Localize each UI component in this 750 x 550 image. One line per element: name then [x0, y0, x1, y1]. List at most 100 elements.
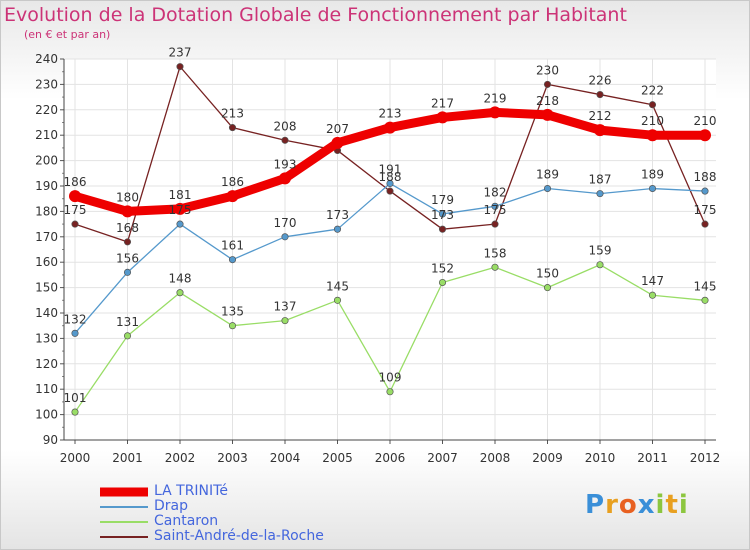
- logo-letter: x: [637, 490, 656, 520]
- data-point-drap: [438, 210, 447, 218]
- data-point-la-trinite: [646, 129, 659, 142]
- data-label-cantaron: 158: [484, 246, 507, 260]
- data-label-saint-andre-de-la-roche: 226: [589, 74, 612, 88]
- x-tick-label: 2011: [637, 451, 668, 465]
- data-label-la-trinite: 212: [589, 109, 612, 123]
- data-label-drap: 188: [694, 170, 717, 184]
- y-tick-label: 170: [35, 230, 58, 244]
- data-label-cantaron: 148: [169, 272, 192, 286]
- legend-label: Cantaron: [154, 513, 219, 529]
- data-label-cantaron: 135: [221, 305, 244, 319]
- data-label-saint-andre-de-la-roche: 208: [274, 119, 297, 133]
- x-tick-label: 2001: [112, 451, 143, 465]
- data-label-drap: 179: [431, 193, 454, 207]
- x-tick-label: 2007: [427, 451, 458, 465]
- data-label-la-trinite: 186: [64, 175, 87, 189]
- data-point-saint-andre-de-la-roche: [648, 101, 657, 109]
- data-point-drap: [71, 329, 79, 337]
- logo-letter: P: [585, 490, 606, 520]
- data-point-cantaron: [71, 408, 79, 416]
- y-tick-label: 240: [35, 52, 58, 66]
- data-point-la-trinite: [121, 205, 134, 218]
- x-tick-label: 2002: [165, 451, 196, 465]
- data-label-la-trinite: 193: [274, 157, 297, 171]
- y-tick-label: 130: [35, 331, 58, 345]
- data-point-cantaron: [123, 332, 132, 340]
- legend-label: LA TRINITé: [154, 483, 228, 499]
- data-label-drap: 191: [379, 162, 402, 176]
- y-tick-label: 140: [35, 306, 58, 320]
- data-label-saint-andre-de-la-roche: 168: [116, 221, 139, 235]
- data-point-la-trinite: [436, 111, 449, 124]
- data-point-la-trinite: [174, 202, 186, 215]
- data-point-drap: [596, 190, 604, 198]
- y-tick-label: 210: [35, 128, 58, 142]
- chart-subtitle: (en € et par an): [24, 28, 111, 41]
- data-label-saint-andre-de-la-roche: 175: [64, 203, 87, 217]
- data-point-saint-andre-de-la-roche: [281, 136, 289, 144]
- legend-swatch: [100, 487, 148, 496]
- data-point-cantaron: [491, 263, 499, 271]
- data-point-cantaron: [333, 296, 342, 304]
- proxiti-logo: Proxiti: [585, 490, 689, 520]
- x-tick-label: 2010: [585, 451, 616, 465]
- x-tick-label: 2008: [480, 451, 511, 465]
- data-point-cantaron: [648, 291, 657, 299]
- data-point-saint-andre-de-la-roche: [438, 225, 447, 233]
- data-label-saint-andre-de-la-roche: 188: [379, 170, 402, 184]
- data-label-drap: 132: [64, 312, 87, 326]
- y-tick-label: 120: [35, 357, 58, 371]
- legend-label: Saint-André-de-la-Roche: [154, 528, 324, 544]
- data-label-saint-andre-de-la-roche: 175: [484, 203, 507, 217]
- y-tick-label: 220: [35, 103, 58, 117]
- data-label-cantaron: 137: [274, 300, 297, 314]
- data-point-la-trinite: [699, 129, 711, 142]
- data-point-saint-andre-de-la-roche: [386, 187, 394, 195]
- data-label-cantaron: 147: [641, 274, 664, 288]
- data-point-la-trinite: [279, 172, 291, 185]
- data-label-drap: 173: [326, 208, 349, 222]
- data-label-cantaron: 131: [116, 315, 139, 329]
- data-point-saint-andre-de-la-roche: [228, 124, 237, 132]
- x-tick-label: 2006: [375, 451, 406, 465]
- y-tick-label: 180: [35, 204, 58, 218]
- data-label-saint-andre-de-la-roche: 237: [169, 46, 192, 60]
- logo-letter: i: [655, 490, 666, 520]
- data-label-drap: 182: [484, 185, 507, 199]
- data-label-drap: 156: [116, 251, 139, 265]
- data-point-drap: [281, 233, 289, 241]
- logo-letter: r: [605, 490, 619, 520]
- logo-letter: t: [665, 490, 679, 520]
- y-tick-label: 150: [35, 281, 58, 295]
- logo-letter: i: [678, 490, 689, 520]
- data-point-drap: [648, 184, 657, 193]
- data-point-saint-andre-de-la-roche: [176, 63, 184, 71]
- chart-title: Evolution de la Dotation Globale de Fonc…: [4, 4, 627, 26]
- data-point-drap: [123, 268, 132, 276]
- data-point-la-trinite: [541, 108, 554, 121]
- data-point-la-trinite: [384, 121, 396, 134]
- data-label-cantaron: 101: [64, 391, 87, 405]
- data-label-cantaron: 145: [694, 279, 717, 293]
- data-label-la-trinite: 186: [221, 175, 244, 189]
- data-label-cantaron: 152: [431, 262, 454, 276]
- data-point-saint-andre-de-la-roche: [71, 220, 79, 228]
- data-point-la-trinite: [331, 136, 344, 149]
- data-point-saint-andre-de-la-roche: [123, 238, 132, 246]
- data-label-drap: 187: [589, 173, 612, 187]
- data-label-la-trinite: 181: [169, 188, 192, 202]
- data-label-drap: 170: [274, 216, 297, 230]
- data-point-saint-andre-de-la-roche: [543, 80, 552, 88]
- data-label-la-trinite: 210: [694, 114, 717, 128]
- data-point-drap: [176, 220, 184, 228]
- data-point-drap: [543, 184, 552, 193]
- legend-swatch: [100, 520, 148, 523]
- data-label-la-trinite: 213: [379, 107, 402, 121]
- data-point-cantaron: [543, 284, 552, 292]
- data-point-cantaron: [281, 317, 289, 325]
- data-label-la-trinite: 207: [326, 122, 349, 136]
- y-tick-label: 90: [43, 433, 58, 447]
- y-tick-label: 100: [35, 408, 58, 422]
- data-point-cantaron: [701, 296, 709, 304]
